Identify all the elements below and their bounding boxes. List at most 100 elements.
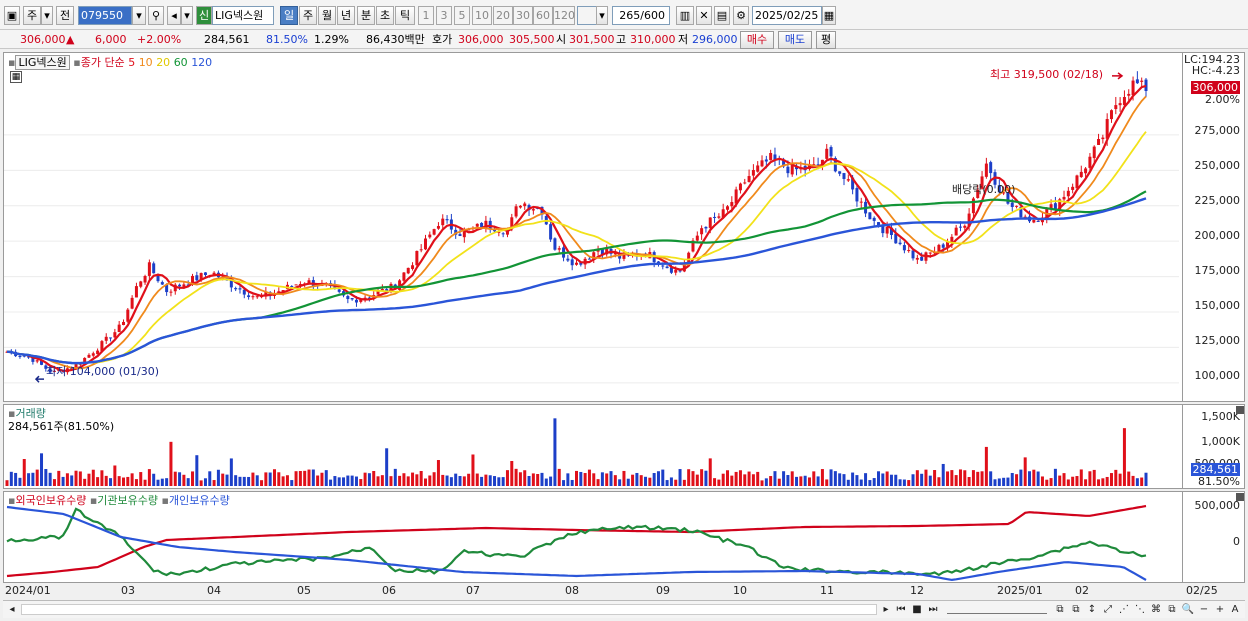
code-dropdown-icon[interactable]: ▾ [132, 6, 146, 25]
plus-icon[interactable]: + [1215, 604, 1225, 615]
candle-body [764, 159, 768, 162]
tool-5-icon[interactable]: ⋰ [1119, 604, 1129, 615]
volume-bar [639, 475, 643, 486]
volume-bar [631, 474, 635, 486]
volume-bar [268, 472, 272, 486]
candle-body [704, 226, 708, 229]
gear-icon[interactable]: ⚙ [733, 6, 749, 25]
volume-bar [1015, 474, 1019, 486]
individual-holdings-label[interactable]: 개인보유수량 [168, 494, 230, 507]
calendar-icon[interactable]: ▦ [822, 6, 836, 25]
tool-3-icon[interactable]: ↕ [1087, 604, 1097, 615]
volume-bar [760, 480, 764, 486]
candle-body [1105, 119, 1109, 139]
ytick-175000: 175,000 [1194, 264, 1241, 277]
candle-body [31, 357, 35, 362]
volume-bar [74, 470, 78, 486]
ma-legend-label[interactable]: 종가 단순 [80, 56, 125, 69]
next-page-icon[interactable]: ⏭ [928, 604, 938, 615]
minute-custom-input[interactable] [577, 6, 597, 25]
volume-bar [1032, 469, 1036, 486]
date-input[interactable]: 2025/02/25 [752, 6, 822, 25]
volume-bar [367, 473, 371, 486]
save-icon[interactable]: ▤ [714, 6, 730, 25]
speaker-dropdown-icon[interactable]: ▾ [181, 6, 193, 25]
volume-bar [717, 479, 721, 486]
market-select[interactable]: 주 [23, 6, 41, 25]
horizontal-scrollbar[interactable]: ◂ ▸ ⏮ ■ ⏭ ⧉ ⧉ ↕ ⤢ ⋰ ⋱ ⌘ ⧉ 🔍 − + A [3, 600, 1245, 618]
minus-icon[interactable]: − [1199, 604, 1209, 615]
candle-body [160, 282, 164, 285]
minute-1[interactable]: 1 [418, 6, 434, 25]
candle-body [415, 250, 419, 266]
candle-type-icon[interactable]: ▥ [676, 6, 694, 25]
price-chart-panel[interactable]: LC:194.23 HC:-4.23 306,000 2.00% 275,000… [3, 52, 1245, 402]
period-tick[interactable]: 틱 [395, 6, 415, 25]
minute-dropdown-icon[interactable]: ▾ [596, 6, 608, 25]
sell-button[interactable]: 매도 [778, 31, 812, 49]
minute-5[interactable]: 5 [454, 6, 470, 25]
volume-bar [372, 471, 376, 486]
text-tool-icon[interactable]: A [1231, 604, 1239, 615]
candle-body [238, 288, 242, 290]
candle-body [592, 252, 596, 260]
stock-legend-label[interactable]: LIG넥스원 [15, 55, 70, 70]
candle-body [661, 265, 665, 267]
market-label: 주 [26, 9, 38, 22]
scroll-left-icon[interactable]: ◂ [9, 604, 15, 615]
candle-body [1015, 205, 1019, 207]
minute-30[interactable]: 30 [513, 6, 533, 25]
candle-body [618, 254, 622, 259]
period-minute[interactable]: 분 [357, 6, 375, 25]
holdings-panel[interactable]: 500,000 0 ▪외국인보유수량 ▪기관보유수량 ▪개인보유수량 [3, 491, 1245, 583]
period-year[interactable]: 년 [337, 6, 355, 25]
tool-1-icon[interactable]: ⧉ [1056, 604, 1064, 615]
minute-20[interactable]: 20 [493, 6, 513, 25]
candle-body [18, 355, 22, 357]
volume-bar [1002, 477, 1006, 486]
search-icon[interactable]: ⚲ [148, 6, 164, 25]
period-day[interactable]: 일 [280, 6, 298, 25]
count-field[interactable]: 265/600 [612, 6, 670, 25]
minute-60[interactable]: 60 [533, 6, 553, 25]
volume-bar [933, 470, 937, 486]
volume-close-icon[interactable] [1236, 406, 1244, 414]
minute-120[interactable]: 120 [553, 6, 575, 25]
ytick-250000: 250,000 [1194, 159, 1241, 172]
avg-button[interactable]: 평 [816, 31, 836, 49]
tool-4-icon[interactable]: ⤢ [1104, 604, 1112, 615]
window-layout-icon[interactable]: ▣ [4, 6, 20, 25]
table-toggle-icon[interactable]: ▦ [10, 71, 22, 83]
zoom-slider[interactable] [947, 605, 1047, 614]
foreign-holdings-label[interactable]: 외국인보유수량 [15, 494, 87, 507]
tool-7-icon[interactable]: ⌘ [1151, 604, 1161, 615]
zoom-in-icon[interactable]: 🔍 [1181, 604, 1195, 615]
institution-holdings-label[interactable]: 기관보유수량 [97, 494, 159, 507]
tool-6-icon[interactable]: ⋱ [1135, 604, 1145, 615]
market-dropdown-icon[interactable]: ▾ [41, 6, 53, 25]
period-month[interactable]: 월 [318, 6, 336, 25]
stock-code-input[interactable]: 079550 [78, 6, 132, 25]
volume-bar [661, 469, 665, 486]
holdings-close-icon[interactable] [1236, 493, 1244, 501]
minute-10[interactable]: 10 [472, 6, 492, 25]
volume-panel[interactable]: 1,500K 1,000K 500,000 284,561 81.50% ▪거래… [3, 404, 1245, 489]
period-second[interactable]: 초 [376, 6, 394, 25]
scroll-track[interactable] [21, 604, 877, 615]
prefix-button[interactable]: 전 [56, 6, 74, 25]
volume-bar [70, 475, 74, 486]
stop-icon[interactable]: ■ [912, 604, 922, 615]
volume-title-label[interactable]: 거래량 [15, 407, 46, 420]
speaker-icon[interactable]: ◂ [167, 6, 181, 25]
ma10-line [6, 95, 1147, 370]
period-week[interactable]: 주 [299, 6, 317, 25]
tool-2-icon[interactable]: ⧉ [1072, 604, 1080, 615]
crosshair-icon[interactable]: ✕ [696, 6, 712, 25]
minute-3[interactable]: 3 [436, 6, 452, 25]
candle-body [406, 267, 410, 274]
tool-8-icon[interactable]: ⧉ [1168, 604, 1176, 615]
buy-button[interactable]: 매수 [740, 31, 774, 49]
first-page-icon[interactable]: ⏮ [896, 604, 906, 615]
volume-bar [156, 479, 160, 486]
scroll-right-icon[interactable]: ▸ [883, 604, 889, 615]
